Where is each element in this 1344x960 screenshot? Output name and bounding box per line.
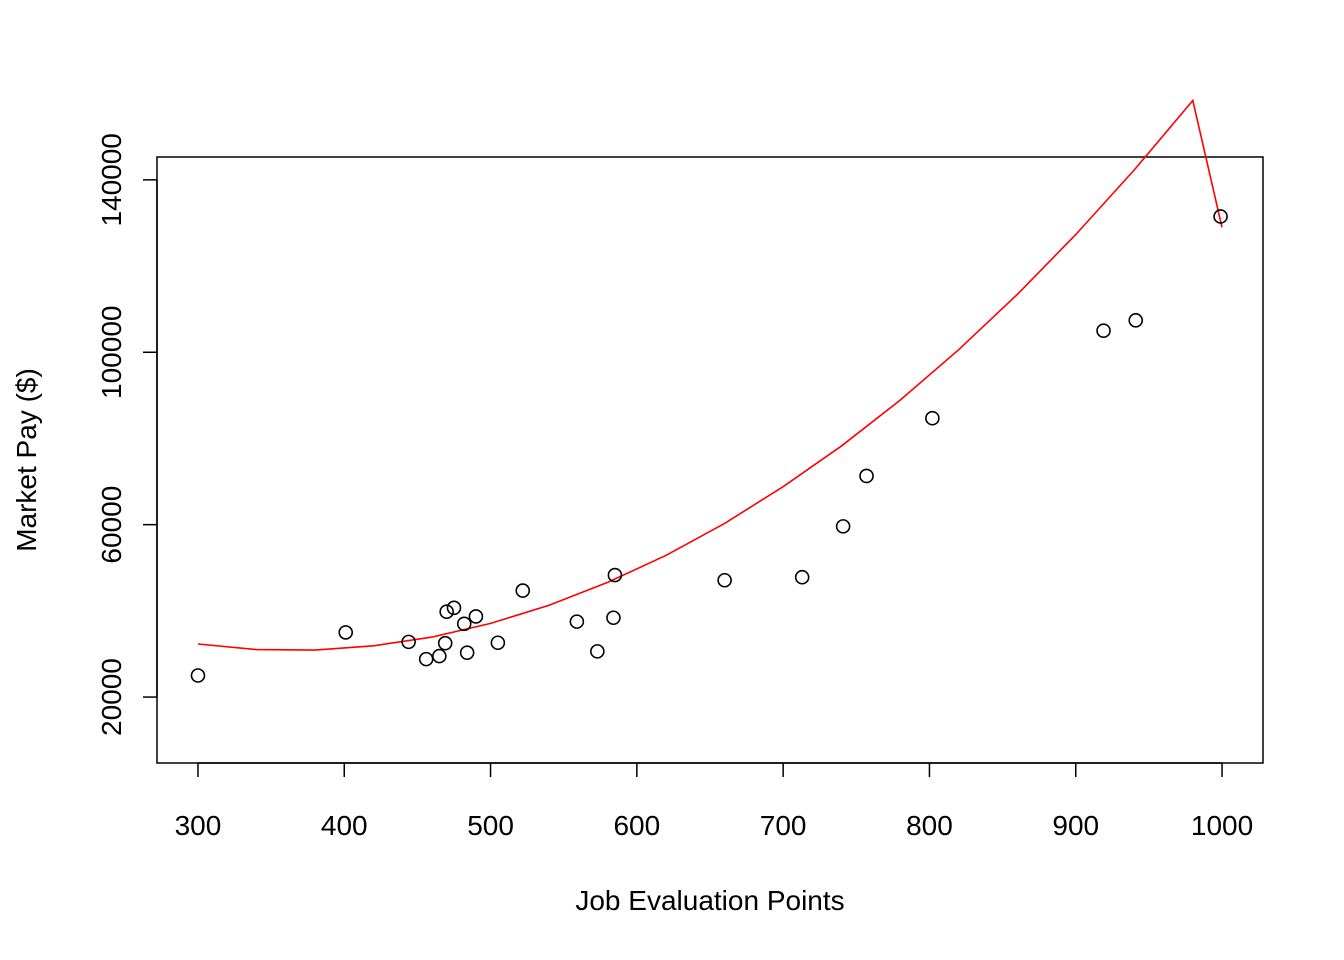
y-axis: 20000 60000 100000 140000 <box>96 133 158 736</box>
data-point <box>190 668 206 683</box>
x-axis-title: Job Evaluation Points <box>575 885 844 916</box>
x-tick-label: 500 <box>467 810 514 841</box>
y-tick-label: 140000 <box>96 133 127 226</box>
x-axis: 300 400 500 600 700 800 900 1000 <box>175 762 1253 841</box>
data-point <box>439 604 454 620</box>
data-point <box>338 625 354 640</box>
x-tick-label: 600 <box>613 810 660 841</box>
data-point <box>1128 313 1144 328</box>
data-point <box>401 634 416 650</box>
data-point <box>437 635 453 651</box>
y-tick-label: 60000 <box>96 486 127 564</box>
data-point <box>835 519 851 534</box>
y-tick-label: 20000 <box>96 658 127 736</box>
data-point <box>1096 323 1111 338</box>
x-tick-label: 300 <box>175 810 222 841</box>
data-point <box>1213 209 1228 224</box>
data-point <box>794 569 810 585</box>
data-point <box>468 609 484 624</box>
data-point <box>607 567 623 583</box>
data-point <box>569 614 585 629</box>
data-points <box>190 209 1228 683</box>
plot-frame <box>156 156 1264 764</box>
x-tick-label: 900 <box>1052 810 1099 841</box>
data-point <box>490 635 506 651</box>
data-point <box>515 583 531 598</box>
data-point <box>606 610 621 626</box>
x-tick-label: 400 <box>321 810 368 841</box>
data-point <box>432 648 447 664</box>
data-point <box>446 600 462 616</box>
data-point <box>717 572 732 588</box>
x-tick-label: 1000 <box>1191 810 1253 841</box>
data-point <box>456 616 472 632</box>
data-point <box>590 644 605 659</box>
fit-curve <box>197 98 1223 651</box>
y-tick-label: 100000 <box>96 306 127 399</box>
data-point <box>925 410 940 426</box>
data-point <box>459 645 475 660</box>
y-axis-title: Market Pay ($) <box>11 368 42 552</box>
x-tick-label: 700 <box>760 810 807 841</box>
x-tick-label: 800 <box>906 810 953 841</box>
data-point <box>859 468 874 484</box>
data-point <box>418 651 434 667</box>
